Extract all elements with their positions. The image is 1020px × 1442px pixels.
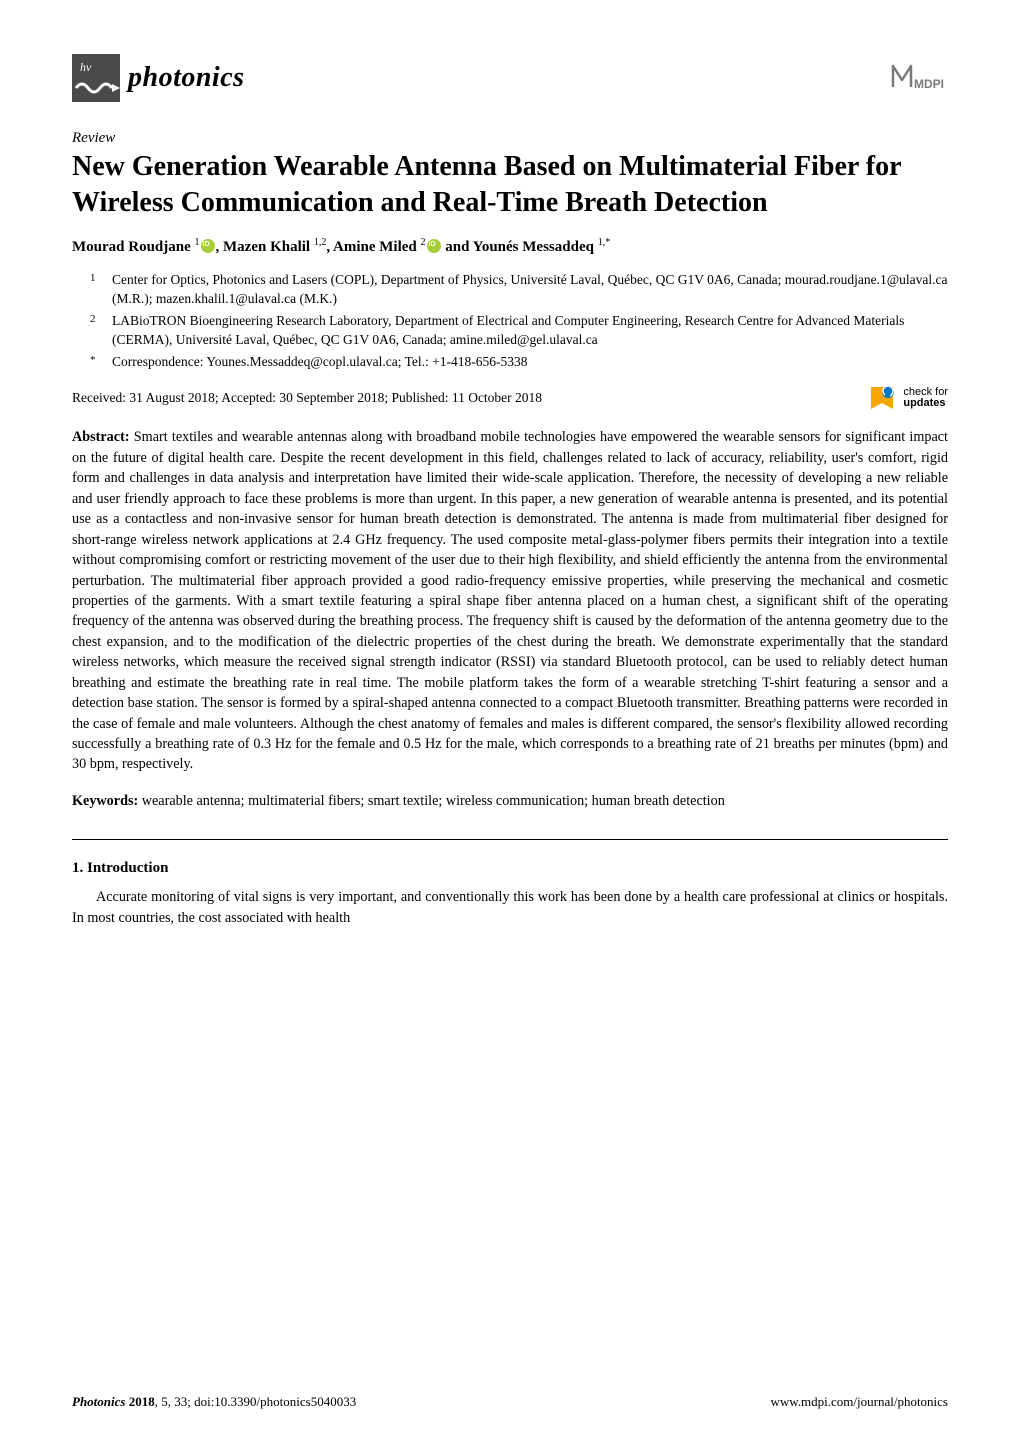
author-1-affil: 1 <box>195 237 200 248</box>
affiliation-text: LABioTRON Bioengineering Research Labora… <box>112 311 948 350</box>
photonics-logo-icon: hv <box>72 54 120 102</box>
footer: Photonics 2018, 5, 33; doi:10.3390/photo… <box>72 1394 948 1410</box>
body-paragraph: Accurate monitoring of vital signs is ve… <box>72 887 948 928</box>
authors-line: Mourad Roudjane 1, Mazen Khalil 1,2, Ami… <box>72 237 948 256</box>
abstract-text: Smart textiles and wearable antennas alo… <box>72 429 948 772</box>
author-3: Amine Miled <box>333 239 421 255</box>
sep: , <box>216 239 224 255</box>
author-1: Mourad Roudjane <box>72 239 195 255</box>
sep: and <box>442 239 473 255</box>
footer-journal: Photonics <box>72 1394 129 1409</box>
footer-url[interactable]: www.mdpi.com/journal/photonics <box>770 1394 948 1410</box>
article-title: New Generation Wearable Antenna Based on… <box>72 149 948 221</box>
keywords-label: Keywords: <box>72 793 142 809</box>
dates-text: Received: 31 August 2018; Accepted: 30 S… <box>72 390 542 406</box>
keywords-block: Keywords: wearable antenna; multimateria… <box>72 791 948 811</box>
journal-name: photonics <box>128 62 245 94</box>
affiliations: 1 Center for Optics, Photonics and Laser… <box>90 270 948 372</box>
footer-year: 2018 <box>129 1394 155 1409</box>
affiliation-marker: * <box>90 352 112 372</box>
check-updates-text: check for updates <box>903 387 948 410</box>
orcid-icon[interactable] <box>201 239 215 253</box>
author-2-affil: 1,2 <box>314 237 327 248</box>
orcid-icon[interactable] <box>427 239 441 253</box>
keywords-text: wearable antenna; multimaterial fibers; … <box>142 793 725 809</box>
journal-logo-block: hv photonics <box>72 54 245 102</box>
affiliation-row: 1 Center for Optics, Photonics and Laser… <box>90 270 948 309</box>
affiliation-row: * Correspondence: Younes.Messaddeq@copl.… <box>90 352 948 372</box>
svg-text:MDPI: MDPI <box>914 77 944 91</box>
affiliation-marker: 1 <box>90 270 112 309</box>
mdpi-logo-icon: MDPI <box>890 54 948 92</box>
author-2: Mazen Khalil <box>223 239 314 255</box>
abstract-label: Abstract: <box>72 429 134 445</box>
section-heading: 1. Introduction <box>72 860 948 877</box>
footer-rest: , 5, 33; doi:10.3390/photonics5040033 <box>155 1394 357 1409</box>
crossmark-icon <box>867 383 897 413</box>
author-4-affil: 1,* <box>598 237 611 248</box>
svg-text:hv: hv <box>80 60 92 74</box>
page: hv photonics MDPI Review New Generation … <box>0 0 1020 1442</box>
affiliation-row: 2 LABioTRON Bioengineering Research Labo… <box>90 311 948 350</box>
article-type: Review <box>72 130 948 147</box>
updates-line1: check for <box>903 386 948 398</box>
header: hv photonics MDPI <box>72 54 948 102</box>
affiliation-text: Correspondence: Younes.Messaddeq@copl.ul… <box>112 352 948 372</box>
divider <box>72 839 948 840</box>
affiliation-marker: 2 <box>90 311 112 350</box>
abstract-block: Abstract: Smart textiles and wearable an… <box>72 427 948 774</box>
author-3-affil: 2 <box>421 237 426 248</box>
check-updates-link[interactable]: check for updates <box>867 383 948 413</box>
author-4: Younés Messaddeq <box>473 239 598 255</box>
updates-line2: updates <box>903 397 945 409</box>
dates-row: Received: 31 August 2018; Accepted: 30 S… <box>72 383 948 413</box>
footer-citation: Photonics 2018, 5, 33; doi:10.3390/photo… <box>72 1394 356 1410</box>
affiliation-text: Center for Optics, Photonics and Lasers … <box>112 270 948 309</box>
